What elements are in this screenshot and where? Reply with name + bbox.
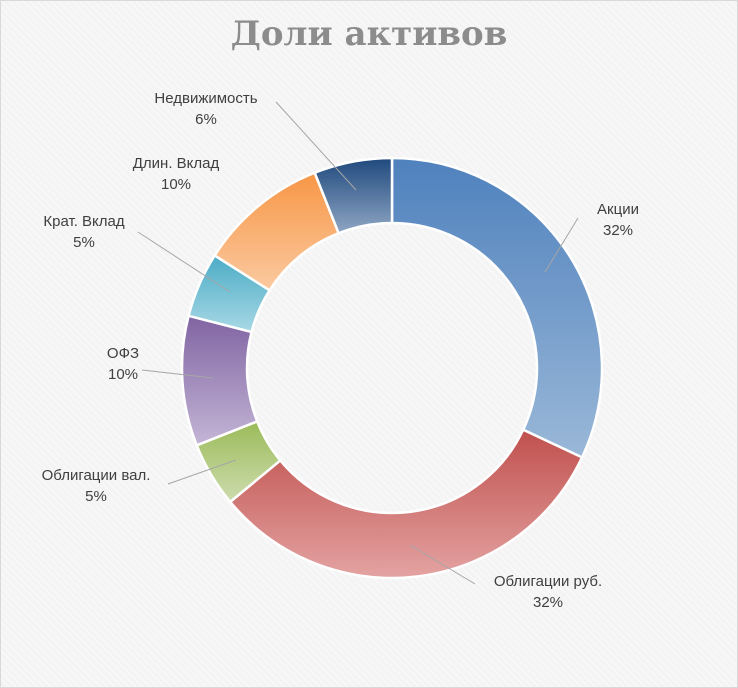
data-label-category: Облигации руб. (494, 573, 602, 590)
data-label-category: Недвижимость (154, 90, 257, 107)
donut-slice-1 (390, 156, 604, 460)
data-label-category: Акции (597, 201, 639, 218)
data-label-percent: 5% (85, 488, 107, 505)
data-label-percent: 6% (195, 111, 217, 128)
chart-title: Доли активов (230, 14, 508, 54)
data-label-percent: 5% (73, 234, 95, 251)
leader-line-7 (275, 101, 357, 191)
data-label-category: Крат. Вклад (43, 213, 124, 230)
donut-slice-2 (228, 428, 584, 580)
donut-slice-4 (180, 314, 259, 447)
data-label-percent: 32% (603, 222, 633, 239)
leader-line-3 (167, 459, 237, 485)
data-label-category: Облигации вал. (42, 467, 151, 484)
leader-line-5 (137, 231, 231, 293)
data-label-category: ОФЗ (107, 345, 139, 362)
data-label-category: Длин. Вклад (133, 155, 220, 172)
leader-line-1 (544, 217, 579, 273)
data-label-percent: 10% (108, 366, 138, 383)
data-label-percent: 32% (533, 594, 563, 611)
data-label-percent: 10% (161, 176, 191, 193)
donut-slice-7 (313, 156, 394, 235)
leader-line-2 (409, 544, 476, 585)
leader-line-4 (141, 369, 214, 379)
